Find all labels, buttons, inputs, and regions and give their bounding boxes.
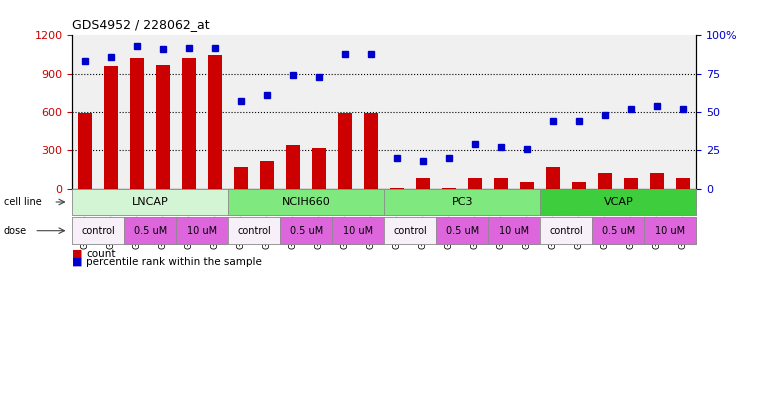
Bar [624, 178, 638, 189]
Text: VCAP: VCAP [603, 197, 633, 207]
Bar [104, 66, 119, 189]
Bar [286, 145, 301, 189]
Text: percentile rank within the sample: percentile rank within the sample [86, 257, 262, 267]
Text: NCIH660: NCIH660 [282, 197, 331, 207]
Text: control: control [393, 226, 427, 236]
Text: ■: ■ [72, 249, 83, 259]
Bar [338, 113, 352, 189]
Bar [365, 113, 378, 189]
Bar [78, 113, 92, 189]
Bar [677, 178, 690, 189]
Bar [650, 173, 664, 189]
Text: 10 uM: 10 uM [343, 226, 374, 236]
Bar [572, 182, 587, 189]
Text: control: control [549, 226, 583, 236]
Bar [390, 188, 404, 189]
Text: control: control [81, 226, 115, 236]
Bar [260, 160, 275, 189]
Text: 0.5 uM: 0.5 uM [290, 226, 323, 236]
Bar [416, 178, 431, 189]
Text: PC3: PC3 [451, 197, 473, 207]
Text: 10 uM: 10 uM [499, 226, 530, 236]
Text: ■: ■ [72, 257, 83, 267]
Text: 10 uM: 10 uM [655, 226, 686, 236]
Text: 10 uM: 10 uM [187, 226, 218, 236]
Bar [546, 167, 560, 189]
Text: dose: dose [4, 226, 27, 236]
Bar [521, 182, 534, 189]
Text: 0.5 uM: 0.5 uM [446, 226, 479, 236]
Bar [442, 188, 457, 189]
Text: control: control [237, 226, 271, 236]
Text: 0.5 uM: 0.5 uM [602, 226, 635, 236]
Text: GDS4952 / 228062_at: GDS4952 / 228062_at [72, 18, 210, 31]
Text: cell line: cell line [4, 197, 42, 207]
Text: 0.5 uM: 0.5 uM [134, 226, 167, 236]
Bar [156, 65, 170, 189]
Bar [182, 58, 196, 189]
Bar [468, 178, 482, 189]
Bar [494, 178, 508, 189]
Bar [598, 173, 613, 189]
Bar [312, 148, 326, 189]
Bar [130, 58, 145, 189]
Bar [234, 167, 248, 189]
Bar [209, 55, 222, 189]
Text: LNCAP: LNCAP [132, 197, 169, 207]
Text: count: count [86, 249, 116, 259]
